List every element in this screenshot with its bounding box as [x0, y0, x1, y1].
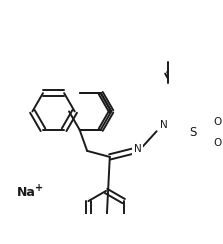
- Text: S: S: [189, 126, 196, 139]
- Text: N: N: [134, 144, 142, 154]
- Text: O: O: [214, 138, 222, 148]
- Text: Na: Na: [17, 186, 36, 199]
- Text: +: +: [35, 183, 43, 193]
- Text: N: N: [160, 120, 168, 130]
- Text: O: O: [214, 117, 222, 127]
